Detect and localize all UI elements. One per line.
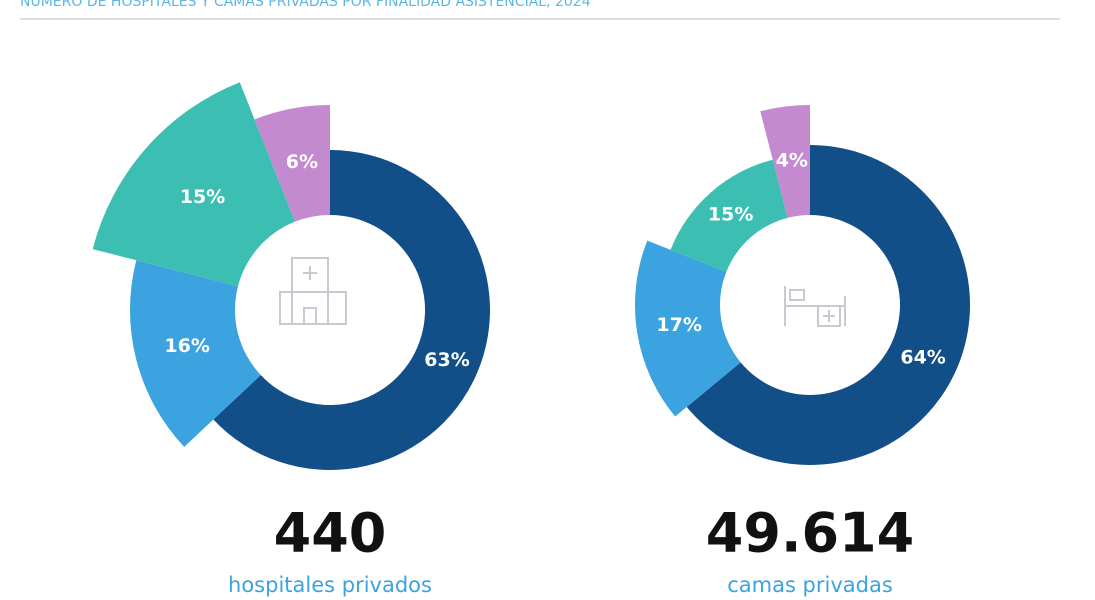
page-title: NÚMERO DE HOSPITALES Y CAMAS PRIVADAS PO…	[20, 0, 591, 10]
slice-label: 6%	[286, 151, 318, 173]
donut-slice	[635, 240, 741, 417]
total-number: 49.614	[706, 502, 914, 565]
donut-slice	[130, 260, 261, 447]
donut-slice	[686, 145, 970, 465]
hospital-icon	[279, 257, 347, 325]
donut-slice	[213, 150, 490, 470]
donut-slice	[92, 82, 296, 287]
slice-label: 63%	[424, 349, 469, 371]
donut-slice	[760, 105, 810, 218]
slice-label: 16%	[164, 335, 209, 357]
slice-label: 4%	[776, 150, 808, 172]
total-caption: camas privadas	[727, 573, 893, 597]
donut-slice	[670, 159, 788, 272]
slice-label: 17%	[656, 314, 701, 336]
slice-label: 15%	[180, 186, 225, 208]
donut-slice	[254, 105, 330, 222]
slice-label: 64%	[900, 347, 945, 369]
slice-label: 15%	[708, 203, 753, 225]
total-caption: hospitales privados	[228, 573, 432, 597]
bed-icon	[784, 286, 846, 327]
total-number: 440	[274, 502, 387, 565]
